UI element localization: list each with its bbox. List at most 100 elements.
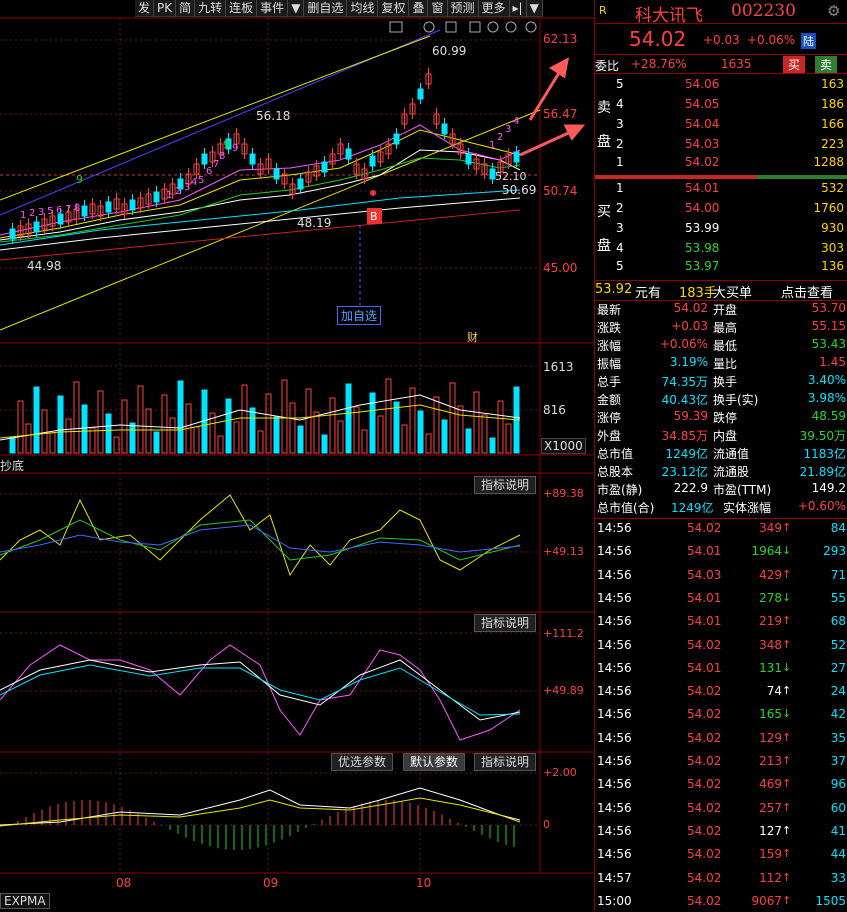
panel1-axis-2: +49.13 <box>543 545 584 558</box>
macd-bars <box>17 800 515 850</box>
ask-row[interactable]: 1 54.02 1288 <box>616 155 844 169</box>
down-arrow-icon: ↓ <box>782 707 792 721</box>
panel1-name[interactable]: 抄底 <box>0 459 25 473</box>
volume-bar <box>505 423 512 454</box>
tick-row[interactable]: 14:56 54.01 1964 ↓ 293 <box>595 544 847 562</box>
bid-row[interactable]: 2 54.00 1760 <box>616 201 844 215</box>
tick-count: 33 <box>830 870 846 885</box>
tb-send[interactable]: 发 <box>135 0 155 17</box>
tick-row[interactable]: 14:56 54.02 257 ↑ 60 <box>595 801 847 819</box>
volume-bar <box>305 388 312 454</box>
tick-time: 14:56 <box>597 614 632 629</box>
channel-top-line <box>0 35 431 201</box>
tick-row[interactable]: 14:57 54.02 112 ↑ 33 <box>595 871 847 889</box>
add-favorite-button[interactable]: 加自选 <box>337 306 382 325</box>
tick-price: 54.02 <box>687 684 722 699</box>
ask-row[interactable]: 3 54.04 166 <box>616 117 844 131</box>
tick-row[interactable]: 14:56 54.01 278 ↓ 55 <box>595 591 847 609</box>
tb-moving-average[interactable]: 均线 <box>347 0 379 17</box>
tb-overlay[interactable]: 叠 <box>409 0 429 17</box>
sell-button[interactable]: 卖 <box>815 56 838 73</box>
tb-simple[interactable]: 简 <box>176 0 196 17</box>
tick-row[interactable]: 14:56 54.02 349 ↑ 84 <box>595 521 847 539</box>
buy-signal-box <box>367 208 382 224</box>
tb-delete-favorite[interactable]: 删自选 <box>304 0 348 17</box>
tb-more[interactable]: 更多 <box>479 0 510 17</box>
gear-icon[interactable]: ⚙ <box>827 2 841 20</box>
tick-volume: 74 <box>766 684 782 699</box>
quote-panel: R 科大讯飞 002230 ⚙ 54.02 +0.03 +0.06% 陆 委比 … <box>594 0 847 910</box>
volume-bar <box>33 386 40 454</box>
panel3-help-button[interactable]: 指标说明 <box>474 753 537 771</box>
volume-bar <box>273 416 280 454</box>
ask-row[interactable]: 2 54.03 223 <box>616 137 844 151</box>
ask-row[interactable]: 4 54.05 186 <box>616 97 844 111</box>
tick-price: 54.01 <box>687 544 722 559</box>
bid-row[interactable]: 3 53.99 930 <box>616 221 844 235</box>
up-arrow-icon: ↑ <box>782 847 792 861</box>
volume-bar <box>377 415 384 454</box>
tb-forecast[interactable]: 预测 <box>448 0 479 17</box>
default-params-button[interactable]: 默认参数 <box>403 753 466 771</box>
tick-count: 35 <box>830 730 846 745</box>
tick-row[interactable]: 14:56 54.02 129 ↑ 35 <box>595 731 847 749</box>
volume-bar <box>225 398 232 454</box>
tick-row[interactable]: 14:56 54.02 74 ↑ 24 <box>595 684 847 702</box>
up-arrow-icon: ↑ <box>782 893 792 907</box>
view-big-order-link[interactable]: 点击查看 <box>781 286 834 301</box>
stats-row: 涨幅 +0.06% 最低 53.43 <box>597 337 846 353</box>
tb-events[interactable]: 事件 <box>257 0 289 17</box>
volume-bar <box>137 385 144 454</box>
tick-volume: 129 <box>759 730 782 745</box>
tb-lianban[interactable]: 连板 <box>226 0 258 17</box>
stats-row: 总手 74.35万 换手 3.40% <box>597 373 846 389</box>
td-seq-2: 2 <box>29 208 36 219</box>
td-seq-17: 1 <box>489 140 496 151</box>
ask-row[interactable]: 5 54.06 163 <box>616 77 844 91</box>
tick-time: 14:56 <box>597 800 632 815</box>
td-seq-1: 1 <box>20 210 27 221</box>
tb-jiuzhuan[interactable]: 九转 <box>195 0 227 17</box>
panel2-help-button[interactable]: 指标说明 <box>474 614 537 632</box>
bid-row[interactable]: 1 54.01 532 <box>616 181 844 195</box>
indicator-tab-expma[interactable]: EXPMA <box>0 893 50 909</box>
tick-row[interactable]: 14:56 54.03 429 ↑ 71 <box>595 568 847 586</box>
stats-row: 总股本 23.12亿 流通股 21.89亿 <box>597 465 846 479</box>
zoom-out-icon <box>505 21 517 33</box>
volume-bar <box>425 433 432 454</box>
bid-row[interactable]: 4 53.98 303 <box>616 241 844 255</box>
tb-collapse-icon[interactable]: ▸| <box>510 0 527 17</box>
tick-row[interactable]: 14:56 54.02 165 ↓ 42 <box>595 707 847 725</box>
tick-volume: 429 <box>759 567 782 582</box>
tick-time: 14:56 <box>597 544 632 559</box>
vol-axis-1: 1613 <box>543 360 574 374</box>
r-tag: R <box>599 4 607 17</box>
tb-events-dropdown-icon[interactable]: ▼ <box>288 0 305 17</box>
up-arrow-icon: ↑ <box>782 567 792 581</box>
panel1-help-button[interactable]: 指标说明 <box>474 476 537 494</box>
tb-adjust[interactable]: 复权 <box>378 0 410 17</box>
up-arrow-icon: ↑ <box>782 684 792 698</box>
bid-row[interactable]: 5 53.97 136 <box>616 259 844 273</box>
tick-volume: 112 <box>759 870 782 885</box>
annot-right-low: 50.69 <box>502 183 537 197</box>
financial-marker[interactable]: 财 <box>467 331 478 344</box>
td-seq-9: 2 <box>175 186 182 197</box>
tb-pk[interactable]: PK <box>154 0 177 17</box>
tick-row[interactable]: 14:56 54.02 159 ↑ 44 <box>595 847 847 865</box>
tick-row[interactable]: 14:56 54.01 219 ↑ 68 <box>595 614 847 632</box>
tick-volume: 127 <box>759 823 782 838</box>
tick-row[interactable]: 14:56 54.02 348 ↑ 52 <box>595 638 847 656</box>
tick-row[interactable]: 15:00 54.02 9067 ↑ 1505 <box>595 894 847 912</box>
tick-row[interactable]: 14:56 54.01 131 ↓ 27 <box>595 661 847 679</box>
tick-row[interactable]: 14:56 54.02 469 ↑ 96 <box>595 777 847 795</box>
volume-bar <box>217 435 224 454</box>
optimal-params-button[interactable]: 优选参数 <box>331 753 394 771</box>
tb-window[interactable]: 窗 <box>428 0 448 17</box>
buy-button[interactable]: 买 <box>783 56 806 73</box>
tick-row[interactable]: 14:56 54.02 213 ↑ 37 <box>595 754 847 772</box>
ma-white-long <box>0 197 521 251</box>
tick-row[interactable]: 14:56 54.02 127 ↑ 41 <box>595 824 847 842</box>
tb-menu-dropdown-icon[interactable]: ▼ <box>527 0 543 17</box>
volume-bar <box>25 423 32 454</box>
